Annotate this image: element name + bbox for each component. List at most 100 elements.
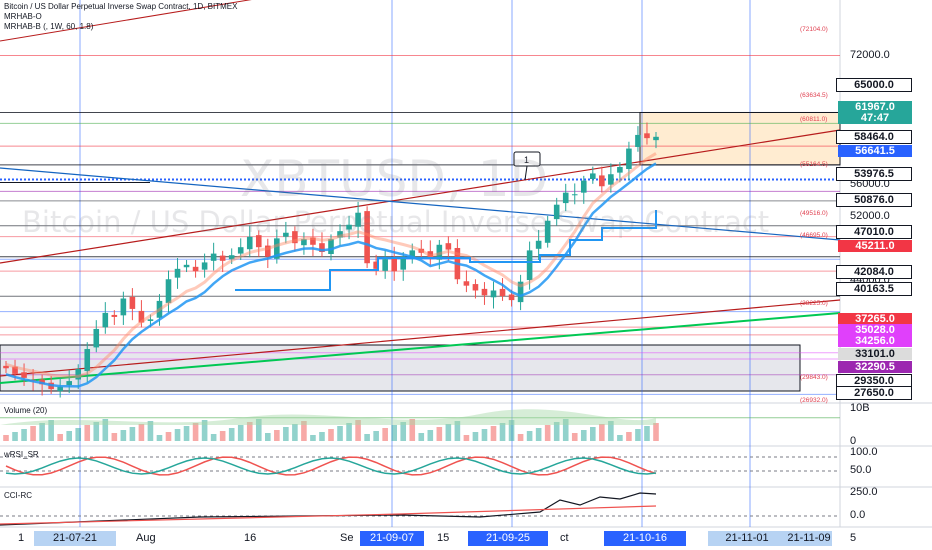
volume-bar xyxy=(183,426,190,441)
volume-bar xyxy=(644,426,650,441)
time-label: 15 xyxy=(437,532,450,544)
candle-body xyxy=(590,173,596,180)
candle-body xyxy=(427,251,434,258)
volume-bar xyxy=(120,430,127,441)
candle-body xyxy=(57,386,63,392)
volume-bar xyxy=(265,433,271,441)
volume-bar xyxy=(84,425,91,441)
date-highlight: 21-09-25 xyxy=(468,531,548,546)
date-highlight: 21-11-01 xyxy=(708,531,786,546)
moving-average-orange xyxy=(5,152,657,378)
price-label: 40163.5 xyxy=(836,282,912,296)
volume-bar xyxy=(39,423,45,441)
candle-body xyxy=(626,148,632,170)
candle-body xyxy=(364,211,370,264)
price-label: 47010.0 xyxy=(836,225,912,239)
candle-body xyxy=(508,294,515,301)
price-label: 65000.0 xyxy=(836,78,912,92)
candle-body xyxy=(635,134,641,147)
volume-bar xyxy=(427,430,434,441)
candle-body xyxy=(111,314,118,317)
volume-bar xyxy=(355,420,361,441)
candle-body xyxy=(75,369,82,380)
price-label: 61967.0 xyxy=(838,101,912,113)
level-tag: (46695.0) xyxy=(800,232,828,239)
candle-body xyxy=(246,236,253,250)
volume-bar xyxy=(219,431,226,441)
candle-body xyxy=(617,167,623,173)
cci-signal xyxy=(0,505,657,525)
volume-bar xyxy=(129,427,136,441)
candlestick-series xyxy=(3,122,659,398)
candle-body xyxy=(517,281,524,303)
volume-bar xyxy=(30,426,36,441)
price-label: 58464.0 xyxy=(836,130,912,144)
candle-body xyxy=(210,253,217,261)
volume-bar xyxy=(301,421,307,441)
candle-body xyxy=(328,239,334,255)
candle-body xyxy=(608,174,614,185)
candle-body xyxy=(490,290,497,298)
time-label: Aug xyxy=(136,532,156,544)
volume-bar xyxy=(617,435,623,441)
volume-bar xyxy=(174,429,181,441)
candle-body xyxy=(472,284,479,291)
volume-bar xyxy=(337,426,343,441)
price-label: 56641.5 xyxy=(838,145,912,157)
candle-body xyxy=(3,365,9,369)
volume-bar xyxy=(319,432,325,441)
volume-tick-0: 0 xyxy=(850,435,857,447)
candle-body xyxy=(463,281,470,286)
indicator-label-mrhab-o: MRHAB-O xyxy=(4,12,42,21)
volume-bar xyxy=(228,428,235,441)
volume-bar xyxy=(472,432,479,441)
candle-body xyxy=(436,244,443,260)
candle-body xyxy=(283,232,289,237)
volume-bar xyxy=(445,424,452,441)
candle-body xyxy=(265,245,271,257)
volume-bar xyxy=(48,420,54,441)
date-highlight: 21-07-21 xyxy=(34,531,116,546)
candle-body xyxy=(400,256,407,270)
volume-bar xyxy=(93,422,100,441)
volume-bar xyxy=(544,425,551,441)
level-tag: (72104.0) xyxy=(800,26,828,33)
volume-bar xyxy=(138,424,145,441)
volume-bar xyxy=(517,434,524,441)
stepped-support xyxy=(235,210,657,291)
level-tag: (60811.0) xyxy=(800,116,828,123)
wrsi-tick-100: 100.0 xyxy=(850,446,878,458)
volume-bar xyxy=(508,420,515,441)
volume-bar xyxy=(255,419,262,441)
price-label: 37265.0 xyxy=(838,313,912,325)
volume-bar xyxy=(292,424,298,441)
volume-bar xyxy=(201,420,208,441)
candle-body xyxy=(274,238,280,259)
volume-bar xyxy=(454,421,461,441)
candle-body xyxy=(535,240,542,249)
candle-body xyxy=(599,175,605,187)
volume-bar xyxy=(626,432,632,441)
volume-bar xyxy=(391,425,397,441)
volume-bar xyxy=(400,422,407,441)
candle-body xyxy=(165,279,172,303)
candle-body xyxy=(391,257,397,272)
volume-bar xyxy=(635,429,641,441)
volume-bar xyxy=(21,429,27,441)
time-label: ct xyxy=(560,532,569,544)
volume-bar xyxy=(274,430,280,441)
volume-bar xyxy=(346,423,352,441)
candle-body xyxy=(156,300,163,318)
volume-bar xyxy=(156,435,163,441)
volume-bar xyxy=(608,421,614,441)
candle-body xyxy=(499,288,506,297)
candle-body xyxy=(544,220,551,243)
time-label: 5 xyxy=(850,532,857,544)
candle-body xyxy=(292,231,298,244)
candle-body xyxy=(644,133,650,139)
moving-average-blue xyxy=(5,162,657,388)
candle-body xyxy=(562,192,569,204)
level-tag: (63634.5) xyxy=(800,92,828,99)
chart-title: Bitcoin / US Dollar Perpetual Inverse Sw… xyxy=(4,2,238,11)
